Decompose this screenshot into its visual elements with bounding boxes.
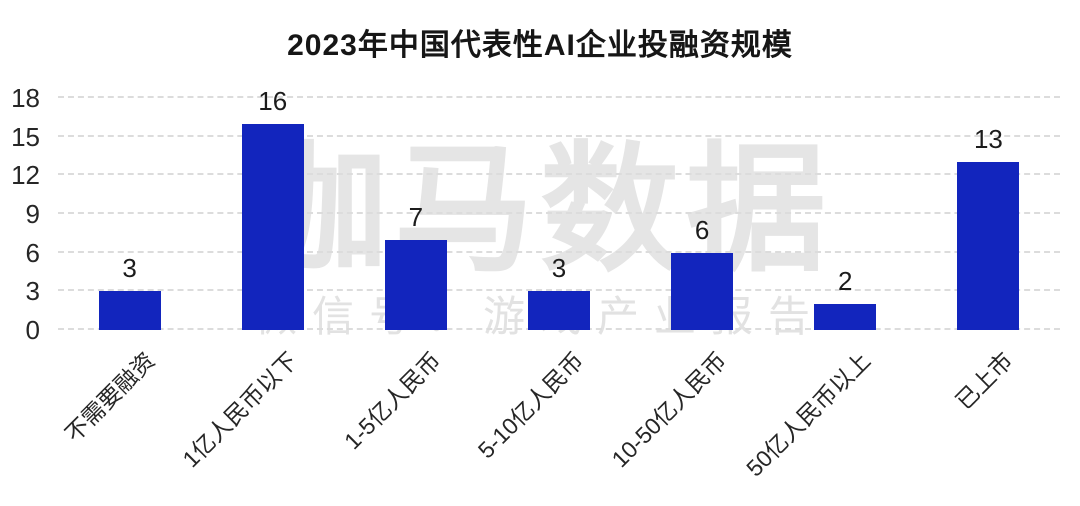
- bar-50亿人民币以上: [814, 304, 877, 330]
- y-tick-label: 18: [11, 83, 40, 113]
- bar-value-label: 3: [122, 253, 137, 284]
- plot-area: 3 16 7 3 6 2 13: [58, 88, 1060, 330]
- bar-slot: 3: [487, 98, 630, 330]
- bar-slot: 3: [58, 98, 201, 330]
- bar-value-label: 3: [551, 253, 567, 284]
- bar-value-label: 16: [258, 85, 288, 116]
- gridline-y3: [58, 289, 1060, 292]
- bar-slot: 6: [631, 98, 774, 330]
- bar-不需要融资: [98, 291, 161, 330]
- y-tick-label: 9: [25, 199, 40, 229]
- bar-value-label: 2: [838, 266, 853, 297]
- bar-value-label: 6: [694, 214, 710, 245]
- gridline-y9: [58, 212, 1060, 214]
- bar-slot: 16: [201, 88, 344, 330]
- gridline-y18: [58, 96, 1060, 98]
- chart-title: 2023年中国代表性AI企业投融资规模: [287, 29, 793, 62]
- gridline-y15: [58, 134, 1060, 137]
- gridline-y6: [58, 250, 1060, 253]
- bar-1亿人民币以下: [241, 123, 304, 330]
- bar-10-50亿人民币: [671, 252, 734, 330]
- bar-value-label: 13: [973, 124, 1003, 155]
- bar-5-10亿人民币: [527, 291, 590, 330]
- y-tick-label: 6: [25, 237, 40, 268]
- x-tick-label: 50亿人民币以上: [740, 347, 875, 482]
- y-tick-label: 12: [11, 160, 40, 191]
- x-tick-label: 1亿人民币以下: [177, 347, 303, 473]
- y-tick-label: 3: [25, 276, 40, 307]
- gridline-y12: [58, 173, 1060, 176]
- x-tick-label: 不需要融资: [59, 347, 160, 447]
- x-tick-label: 5-10亿人民币: [472, 347, 589, 464]
- x-tick-label: 1-5亿人民币: [338, 347, 446, 455]
- x-tick-label: 已上市: [950, 347, 1019, 415]
- y-tick-label: 15: [11, 121, 40, 152]
- y-tick-label: 0: [25, 315, 40, 345]
- bar-已上市: [957, 162, 1020, 330]
- bar-slot: 2: [774, 98, 917, 330]
- bar-slot: 13: [917, 98, 1060, 330]
- bar-1-5亿人民币: [384, 239, 447, 330]
- bar-slot: 7: [344, 98, 487, 330]
- x-tick-label: 10-50亿人民币: [606, 347, 732, 473]
- bar-value-label: 7: [408, 201, 424, 232]
